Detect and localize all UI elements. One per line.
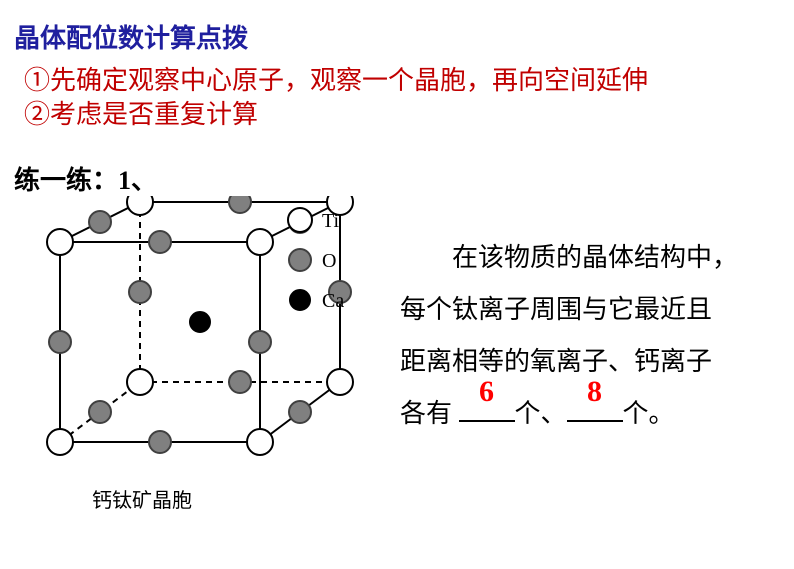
unit-cell-diagram: Ti O Ca: [14, 196, 374, 491]
question-line-2: 每个钛离子周围与它最近且: [400, 284, 780, 336]
tips-block: ①先确定观察中心原子，观察一个晶胞，再向空间延伸 ②考虑是否重复计算: [24, 64, 648, 132]
question-text: 在该物质的晶体结构中， 每个钛离子周围与它最近且 距离相等的氧离子、钙离子 各有…: [400, 232, 780, 440]
blank-2: 8: [567, 393, 623, 422]
unit-cell-svg: Ti O Ca: [14, 196, 384, 486]
question-line-1: 在该物质的晶体结构中，: [400, 232, 780, 284]
q4-c: 个。: [623, 399, 675, 428]
tip-line-1: ①先确定观察中心原子，观察一个晶胞，再向空间延伸: [24, 64, 648, 98]
tip-line-2: ②考虑是否重复计算: [24, 98, 648, 132]
svg-text:O: O: [322, 250, 336, 272]
answer-2: 8: [567, 362, 623, 422]
diagram-caption: 钙钛矿晶胞: [92, 484, 192, 513]
answer-1: 6: [459, 362, 515, 422]
blank-1: 6: [459, 393, 515, 422]
practice-label: 练一练：1、: [14, 160, 157, 197]
svg-text:Ca: Ca: [322, 290, 344, 312]
page-title: 晶体配位数计算点拨: [14, 18, 248, 55]
question-line-4: 各有 6个、8个。: [400, 388, 780, 440]
q4-b: 个、: [515, 399, 567, 428]
svg-text:Ti: Ti: [322, 210, 340, 232]
q4-a: 各有: [400, 399, 459, 428]
